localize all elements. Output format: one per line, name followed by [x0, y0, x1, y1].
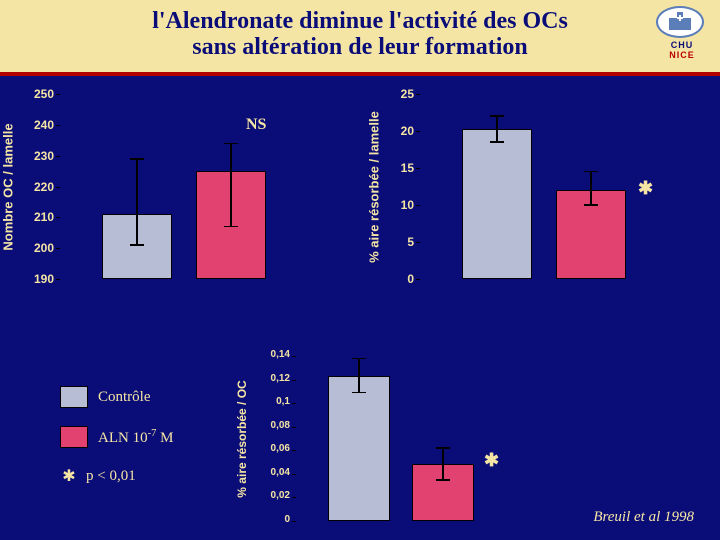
- chart-nombre-oc: 250240230220210200190Nombre OC / lamelle…: [60, 94, 320, 279]
- legend-swatch-aln: [60, 426, 88, 448]
- title-line-1: l'Alendronate diminue l'activité des OCs: [0, 8, 720, 34]
- header: l'Alendronate diminue l'activité des OCs…: [0, 0, 720, 72]
- chart-aire-lamelle: 2520151050% aire résorbée / lamelle✱: [420, 94, 680, 279]
- legend-row-aln: ALN 10-7 M: [60, 426, 173, 448]
- hospital-icon: [656, 6, 704, 38]
- bar-control: [328, 376, 390, 521]
- title-line-2: sans altération de leur formation: [0, 34, 720, 60]
- legend-row-control: Contrôle: [60, 386, 173, 408]
- logo-nice: NICE: [669, 50, 695, 60]
- ns-label: NS: [246, 116, 266, 134]
- logo: CHU NICE: [656, 6, 712, 60]
- charts-area: 250240230220210200190Nombre OC / lamelle…: [0, 76, 720, 540]
- legend-label-aln: ALN 10-7 M: [98, 428, 173, 447]
- star-icon: ✱: [60, 466, 78, 486]
- citation: Breuil et al 1998: [593, 509, 694, 526]
- bar-control: [462, 129, 532, 279]
- legend-row-pvalue: ✱ p < 0,01: [60, 466, 173, 486]
- legend: Contrôle ALN 10-7 M ✱ p < 0,01: [60, 386, 173, 504]
- legend-p-label: p < 0,01: [86, 468, 136, 485]
- significance-star: ✱: [484, 450, 499, 471]
- logo-chu: CHU: [671, 40, 694, 50]
- page-title: l'Alendronate diminue l'activité des OCs…: [0, 0, 720, 61]
- logo-text: CHU NICE: [656, 40, 708, 60]
- chart-aire-oc: 0,140,120,10,080,060,040,020% aire résor…: [296, 356, 514, 521]
- significance-star: ✱: [638, 178, 653, 199]
- legend-label-control: Contrôle: [98, 389, 151, 406]
- legend-swatch-control: [60, 386, 88, 408]
